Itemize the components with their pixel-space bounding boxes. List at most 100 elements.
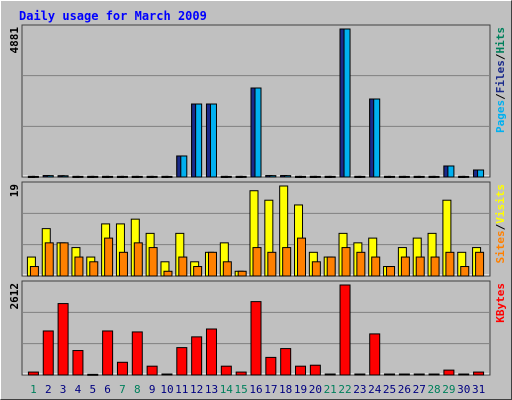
- bar: [402, 175, 410, 178]
- bar: [220, 365, 232, 376]
- bar: [371, 256, 381, 277]
- x-tick-label: 28: [427, 383, 440, 396]
- bar: [193, 266, 203, 277]
- bar: [311, 261, 321, 277]
- bar: [447, 165, 455, 178]
- bar: [44, 242, 54, 277]
- bar: [61, 175, 69, 178]
- x-tick-label: 1: [30, 383, 37, 396]
- bar: [341, 247, 351, 277]
- bar: [358, 175, 366, 178]
- x-tick-label: 23: [353, 383, 366, 396]
- bar: [386, 266, 396, 277]
- bar: [207, 251, 217, 277]
- legend-entry: Pages: [494, 100, 507, 133]
- bar: [118, 251, 128, 277]
- bar: [150, 175, 158, 178]
- x-tick-label: 9: [149, 383, 156, 396]
- bar: [116, 361, 128, 376]
- chart-title: Daily usage for March 2009: [19, 9, 207, 23]
- x-tick-label: 26: [398, 383, 411, 396]
- bar: [324, 373, 336, 376]
- bar: [269, 175, 277, 178]
- legend-entry: Hits: [494, 27, 507, 54]
- bar: [280, 348, 292, 376]
- bar: [191, 336, 203, 376]
- bar: [120, 175, 128, 178]
- bar: [432, 175, 440, 178]
- bar: [267, 251, 277, 277]
- y-tick-label: 19: [8, 184, 21, 197]
- bar: [161, 373, 173, 376]
- bar: [354, 373, 366, 376]
- bar: [57, 303, 69, 376]
- x-tick-label: 18: [279, 383, 292, 396]
- bar: [31, 175, 39, 178]
- bar: [297, 237, 307, 277]
- x-tick-label: 10: [160, 383, 173, 396]
- bar: [59, 242, 69, 277]
- bar: [428, 373, 440, 376]
- legend: KBytes: [494, 283, 507, 323]
- legend: Sites/Visits: [494, 184, 507, 264]
- x-tick-label: 14: [220, 383, 234, 396]
- bar: [178, 256, 188, 277]
- x-tick-label: 25: [383, 383, 396, 396]
- x-tick-label: 6: [104, 383, 111, 396]
- bar: [176, 347, 188, 376]
- x-tick-label: 11: [175, 383, 188, 396]
- legend-entry: Sites: [494, 230, 507, 263]
- x-tick-label: 16: [249, 383, 262, 396]
- bar: [237, 270, 247, 277]
- bar: [313, 175, 321, 178]
- bar: [106, 175, 114, 178]
- bar: [133, 242, 143, 277]
- bar: [195, 103, 203, 178]
- x-tick-label: 4: [75, 383, 82, 396]
- legend-separator: /: [494, 53, 507, 60]
- bar: [135, 175, 143, 178]
- bar: [42, 330, 54, 376]
- x-tick-label: 20: [309, 383, 322, 396]
- bar: [339, 284, 351, 376]
- legend-entry: Visits: [494, 184, 507, 224]
- bar: [91, 175, 99, 178]
- bar: [239, 175, 247, 178]
- x-tick-label: 15: [235, 383, 248, 396]
- bar: [104, 237, 114, 277]
- bar: [205, 328, 217, 376]
- bar: [398, 373, 410, 376]
- bar: [295, 365, 307, 376]
- bar: [224, 175, 232, 178]
- bar: [373, 98, 381, 178]
- x-tick-label: 19: [294, 383, 307, 396]
- bar: [250, 301, 262, 376]
- x-tick-label: 31: [472, 383, 485, 396]
- bar: [76, 175, 84, 178]
- y-tick-label: 2612: [8, 283, 21, 310]
- legend-entry: Files: [494, 60, 507, 93]
- x-tick-label: 2: [45, 383, 52, 396]
- bar: [163, 270, 173, 277]
- bar: [87, 373, 99, 376]
- bar: [388, 175, 396, 178]
- bar: [343, 28, 351, 178]
- bar: [458, 373, 470, 376]
- x-tick-label: 8: [134, 383, 141, 396]
- legend-entry: KBytes: [494, 283, 507, 323]
- bar: [254, 87, 262, 178]
- bar: [146, 365, 158, 376]
- bar: [209, 103, 217, 178]
- bar: [473, 371, 485, 376]
- bar: [430, 256, 440, 277]
- bar: [148, 247, 158, 277]
- bar: [309, 364, 321, 376]
- bar: [265, 356, 277, 376]
- x-tick-label: 17: [264, 383, 277, 396]
- bar: [400, 256, 410, 277]
- bar: [284, 175, 292, 178]
- bar: [89, 261, 99, 277]
- bar: [29, 266, 39, 277]
